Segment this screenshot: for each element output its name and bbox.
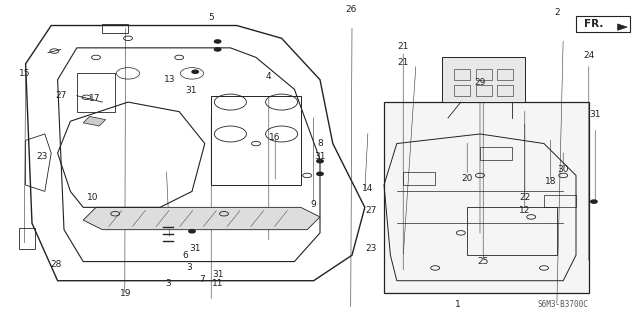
Text: 10: 10 (87, 193, 99, 202)
Text: 31: 31 (212, 271, 223, 279)
Circle shape (317, 160, 323, 163)
Text: 28: 28 (51, 260, 62, 269)
Polygon shape (83, 116, 106, 126)
Text: 15: 15 (19, 69, 30, 78)
Bar (442, 57, 525, 102)
Text: 23: 23 (365, 244, 377, 253)
Bar (576, 16, 630, 32)
Bar (211, 96, 301, 185)
Polygon shape (618, 24, 627, 30)
Text: 31: 31 (189, 244, 201, 253)
Bar (497, 69, 513, 80)
Text: 7: 7 (199, 275, 204, 284)
Text: 25: 25 (477, 257, 489, 266)
Text: 16: 16 (269, 133, 281, 142)
Bar (480, 147, 512, 160)
Circle shape (214, 48, 221, 51)
Circle shape (317, 172, 323, 175)
Text: 31: 31 (185, 86, 196, 95)
Bar (403, 172, 435, 185)
Bar (77, 73, 115, 112)
Circle shape (214, 40, 221, 43)
Bar (476, 85, 492, 96)
Text: 19: 19 (120, 289, 131, 298)
Text: 21: 21 (397, 58, 409, 67)
Bar (467, 207, 557, 255)
Text: 27: 27 (55, 91, 67, 100)
Bar (476, 69, 492, 80)
Text: 13: 13 (164, 75, 175, 84)
Text: FR.: FR. (584, 19, 604, 29)
Text: 22: 22 (519, 193, 531, 202)
Text: 27: 27 (365, 206, 377, 215)
Text: S6M3-B3700C: S6M3-B3700C (538, 300, 589, 309)
Text: 12: 12 (519, 206, 531, 215)
Text: 5: 5 (209, 13, 214, 22)
Text: 11: 11 (212, 279, 223, 288)
Text: 3: 3 (166, 279, 171, 288)
Text: 21: 21 (397, 42, 409, 51)
Bar (454, 85, 470, 96)
Text: 30: 30 (557, 165, 569, 174)
Text: 18: 18 (545, 177, 556, 186)
Circle shape (591, 200, 597, 203)
Circle shape (192, 70, 198, 73)
Text: 26: 26 (345, 5, 356, 14)
Text: 9: 9 (311, 200, 316, 209)
Bar (454, 69, 470, 80)
Circle shape (189, 230, 195, 233)
Text: 14: 14 (362, 184, 374, 193)
Text: 3: 3 (186, 263, 191, 272)
Text: 31: 31 (589, 110, 601, 119)
Text: 31: 31 (314, 152, 326, 161)
Text: 20: 20 (461, 174, 473, 183)
Bar (544, 195, 576, 207)
Text: 29: 29 (474, 78, 486, 87)
Text: 4: 4 (266, 72, 271, 81)
Text: 23: 23 (36, 152, 47, 161)
Bar (19, 228, 35, 249)
Bar (497, 85, 513, 96)
Text: 8: 8 (317, 139, 323, 148)
Polygon shape (83, 207, 320, 230)
Text: 1: 1 (455, 300, 460, 309)
Bar (384, 102, 589, 293)
Text: 24: 24 (583, 51, 595, 60)
Text: 6: 6 (183, 251, 188, 260)
Text: 2: 2 (554, 8, 559, 17)
Text: 17: 17 (89, 94, 100, 103)
